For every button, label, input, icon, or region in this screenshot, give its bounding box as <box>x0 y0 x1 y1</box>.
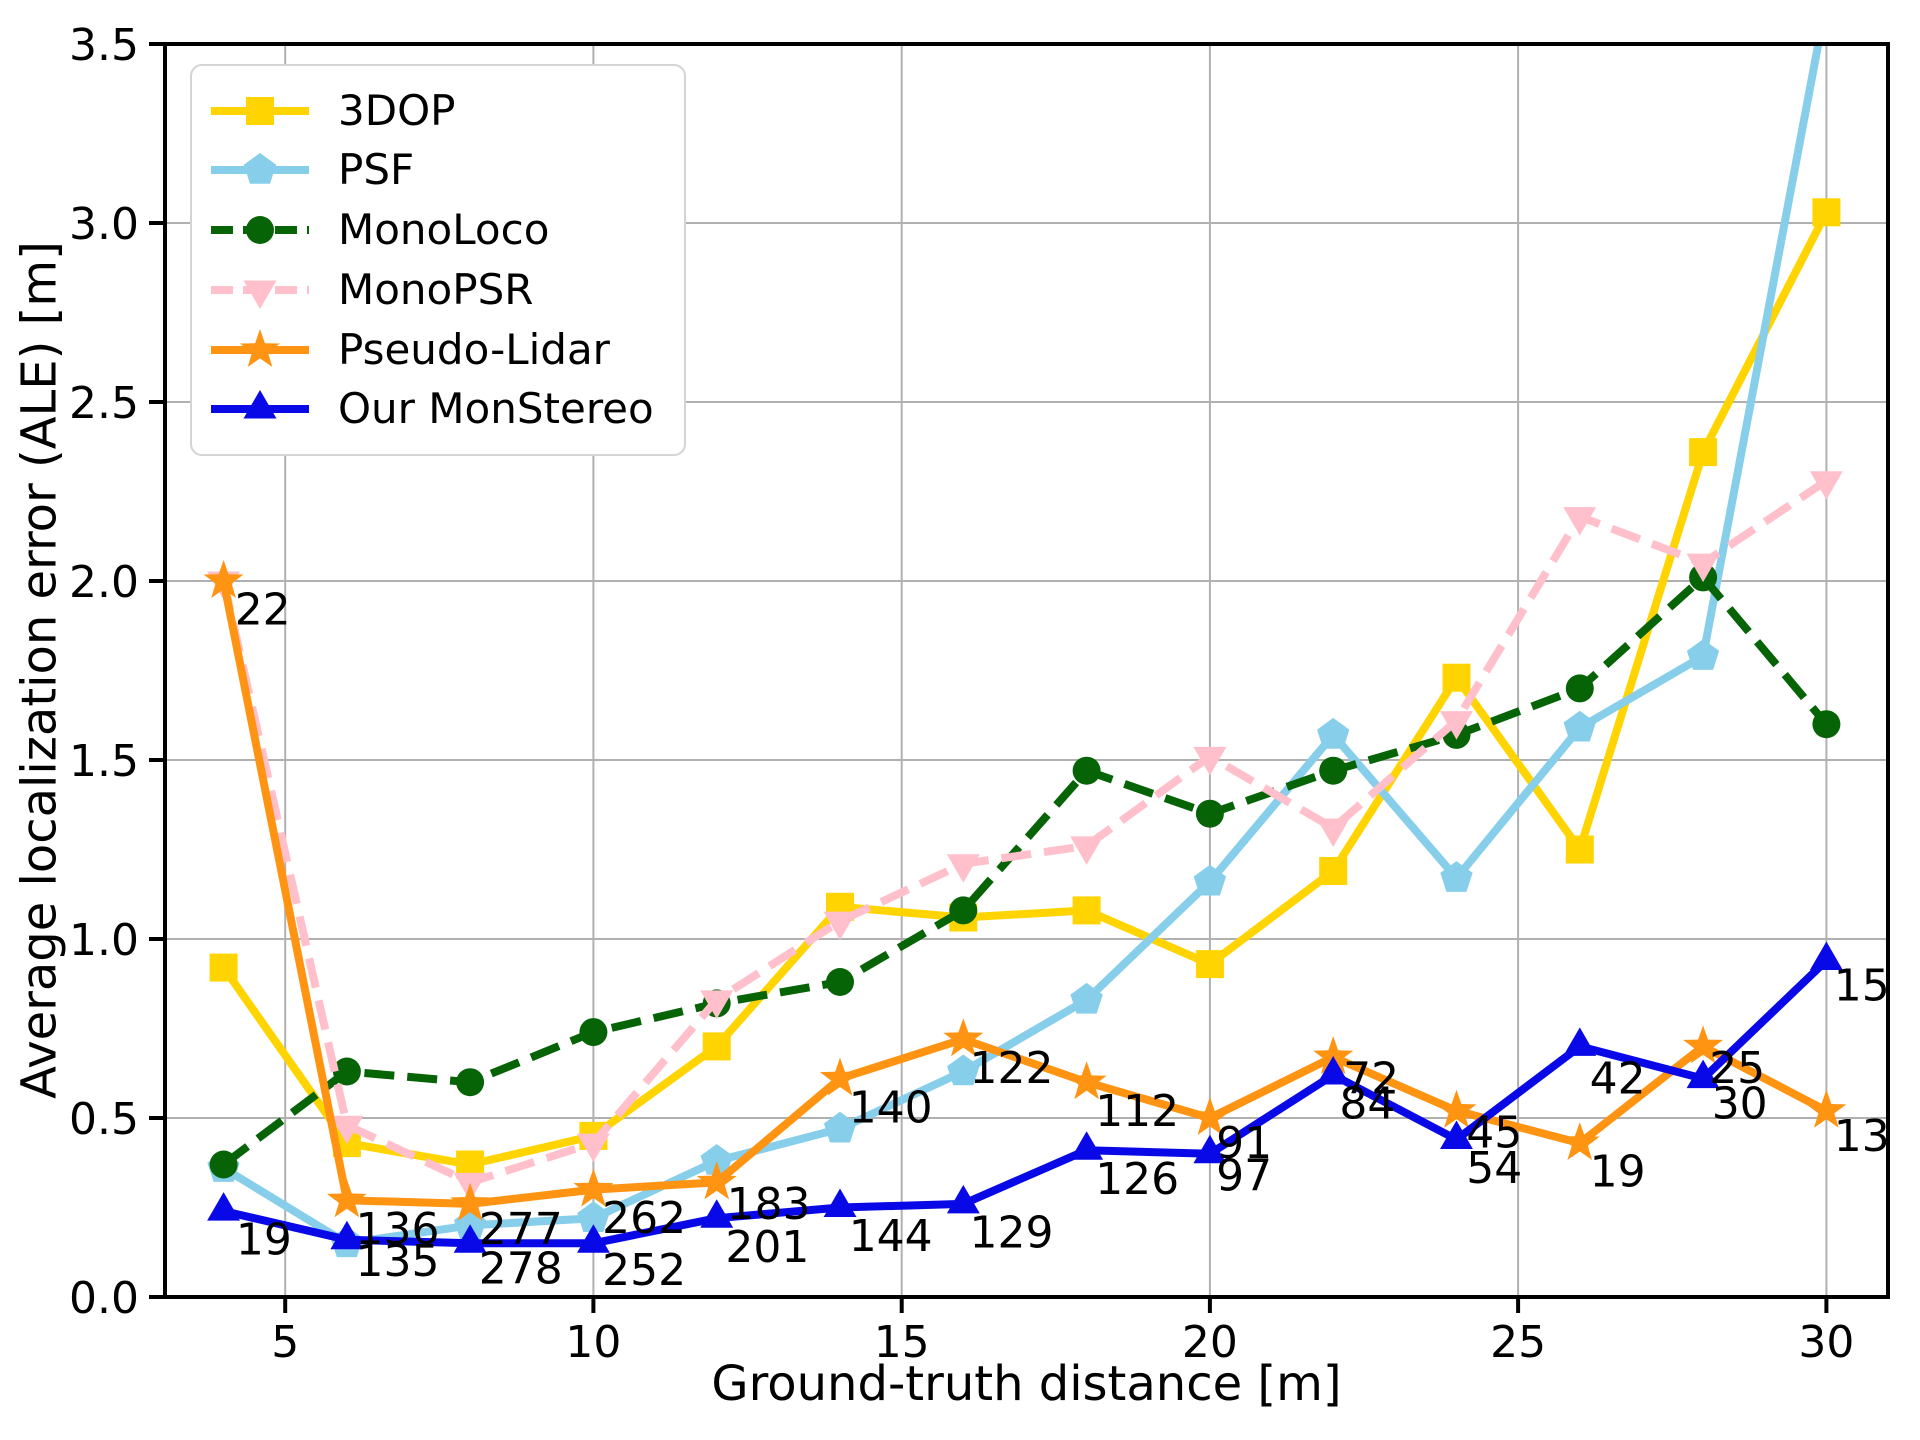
legend-sample-psf-line <box>211 153 309 185</box>
legend-label: Our MonStereo <box>338 384 654 434</box>
legend-sample-our-monstereo-line <box>211 390 309 419</box>
legend-label: 3DOP <box>338 85 456 135</box>
legend-label: MonoLoco <box>338 205 550 255</box>
svg-text:0.0: 0.0 <box>69 1273 139 1324</box>
svg-text:1.0: 1.0 <box>69 915 139 966</box>
svg-text:3.0: 3.0 <box>69 199 139 250</box>
svg-text:25: 25 <box>1490 1317 1546 1368</box>
svg-text:2.0: 2.0 <box>69 557 139 608</box>
legend-sample-monopsr-line <box>211 280 309 309</box>
svg-text:72: 72 <box>1343 1054 1399 1105</box>
svg-text:84: 84 <box>1339 1079 1395 1130</box>
svg-text:15: 15 <box>874 1317 930 1368</box>
svg-text:19: 19 <box>1590 1147 1646 1198</box>
y-axis-ticks <box>149 42 165 1299</box>
legend-label: Pseudo-Lidar <box>338 324 610 374</box>
legend-item-3dop: 3DOP <box>208 88 654 134</box>
svg-text:2.5: 2.5 <box>69 378 139 429</box>
svg-text:201: 201 <box>725 1222 809 1273</box>
x-axis-ticks <box>283 1297 1829 1313</box>
svg-text:97: 97 <box>1216 1150 1272 1201</box>
y-axis-tick-labels: 0.0 0.5 1.0 1.5 2.0 2.5 3.0 3.5 <box>69 20 139 1324</box>
svg-text:135: 135 <box>356 1236 440 1287</box>
svg-text:129: 129 <box>970 1208 1054 1259</box>
svg-text:54: 54 <box>1466 1143 1522 1194</box>
svg-text:126: 126 <box>1095 1154 1179 1205</box>
svg-text:262: 262 <box>602 1193 686 1244</box>
svg-text:144: 144 <box>849 1211 933 1262</box>
svg-text:19: 19 <box>236 1215 292 1266</box>
y-axis-title: Average localization error (ALE) [m] <box>11 241 68 1099</box>
svg-text:91: 91 <box>1216 1118 1272 1169</box>
svg-text:30: 30 <box>1798 1317 1854 1368</box>
svg-text:112: 112 <box>1095 1086 1179 1137</box>
svg-text:1.5: 1.5 <box>69 736 139 787</box>
series-our-monstereo <box>207 941 1843 1253</box>
svg-text:15: 15 <box>1834 961 1890 1012</box>
svg-text:277: 277 <box>479 1204 563 1255</box>
legend-item-psf: PSF <box>208 147 654 193</box>
legend-item-our-monstereo: Our MonStereo <box>208 386 654 432</box>
svg-text:0.5: 0.5 <box>69 1094 139 1145</box>
x-axis-tick-labels: 5 10 15 20 25 30 <box>271 1317 1854 1368</box>
legend-sample-monoloco-line <box>211 216 309 245</box>
svg-text:42: 42 <box>1590 1054 1646 1105</box>
legend-sample-3dop-line <box>211 96 309 125</box>
svg-text:122: 122 <box>970 1043 1054 1094</box>
svg-text:25: 25 <box>1709 1043 1765 1094</box>
svg-text:183: 183 <box>727 1179 811 1230</box>
svg-text:22: 22 <box>235 585 291 636</box>
svg-text:136: 136 <box>356 1204 440 1255</box>
svg-text:278: 278 <box>479 1243 563 1294</box>
svg-text:30: 30 <box>1712 1079 1768 1130</box>
legend: 3DOP PSF MonoLoco MonoPSR Pseudo-Lidar Our Mo… <box>190 64 686 456</box>
legend-sample-pseudo-lidar-line <box>211 328 309 367</box>
axes-spines <box>163 42 1890 1299</box>
svg-text:10: 10 <box>565 1317 621 1368</box>
svg-text:45: 45 <box>1466 1107 1522 1158</box>
legend-item-monopsr: MonoPSR <box>208 267 654 313</box>
legend-item-pseudo-lidar: Pseudo-Lidar <box>208 327 654 373</box>
svg-text:20: 20 <box>1182 1317 1238 1368</box>
svg-text:13: 13 <box>1834 1111 1890 1162</box>
series-3dop <box>209 198 1841 1179</box>
x-axis-title: Ground-truth distance [m] <box>711 1356 1342 1412</box>
series-pseudo-lidar <box>203 560 1847 1221</box>
svg-text:252: 252 <box>602 1245 686 1296</box>
legend-item-monoloco: MonoLoco <box>208 207 654 253</box>
svg-text:140: 140 <box>849 1082 933 1133</box>
svg-text:3.5: 3.5 <box>69 20 139 71</box>
svg-text:5: 5 <box>271 1317 299 1368</box>
legend-label: PSF <box>338 145 415 195</box>
legend-label: MonoPSR <box>338 264 534 314</box>
